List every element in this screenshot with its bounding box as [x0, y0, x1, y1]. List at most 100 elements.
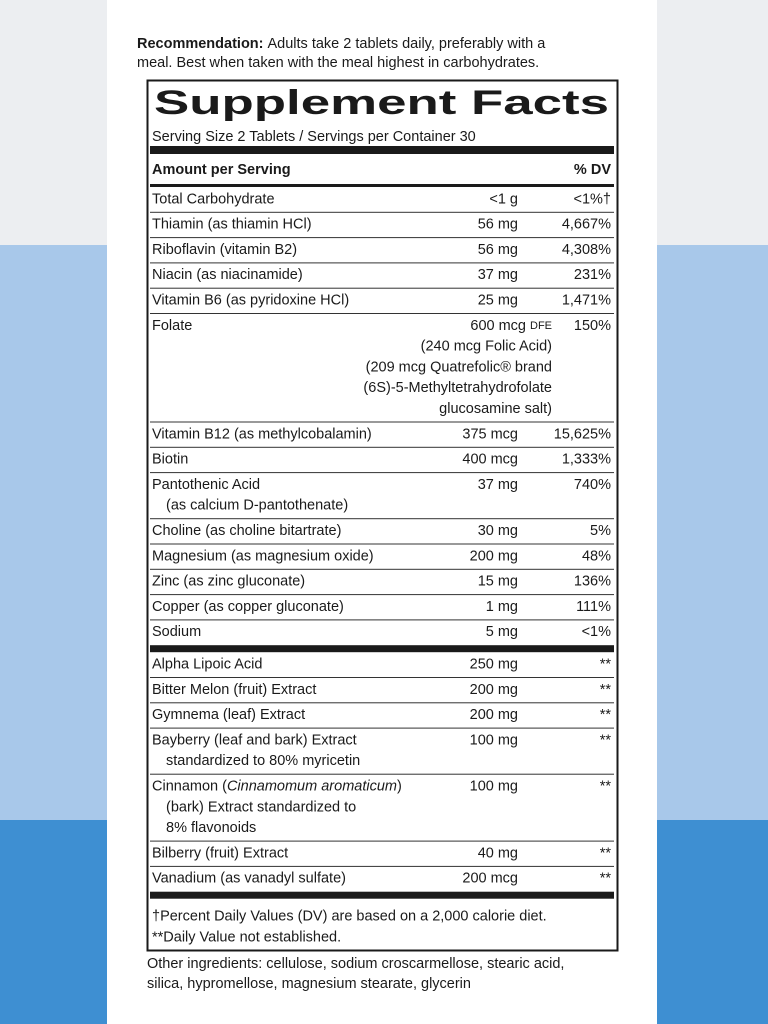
daily-value: 4,308%: [562, 242, 611, 258]
daily-value: 111%: [576, 599, 611, 615]
nutrient-name: (as calcium D-pantothenate): [166, 498, 348, 514]
text-segment: Cinnamomum aromaticum: [227, 779, 397, 795]
daily-value: **: [600, 845, 612, 861]
thick-rule: [150, 645, 614, 653]
daily-value: 740%: [574, 477, 611, 493]
amount: 200 mg: [470, 548, 518, 564]
row-rule: [150, 840, 614, 842]
row-rule: [150, 313, 614, 314]
daily-value: **: [600, 732, 612, 748]
daily-value: **: [600, 871, 612, 887]
row-rule: [150, 446, 614, 448]
rule: [150, 184, 614, 187]
daily-value: 4,667%: [562, 217, 611, 233]
nutrient-name: Bayberry (leaf and bark) Extract: [152, 732, 357, 748]
row-rule: [150, 702, 614, 704]
amount: 15 mg: [478, 574, 518, 590]
nutrient-name: Bilberry (fruit) Extract: [152, 845, 288, 861]
amount: 25 mg: [478, 293, 518, 309]
nutrient-name: (bark) Extract standardized to: [166, 799, 356, 815]
nutrient-name: Niacin (as niacinamide): [152, 267, 303, 283]
row-rule: [150, 865, 614, 867]
nutrient-name: Folate: [152, 318, 192, 334]
nutrient-name: Alpha Lipoic Acid: [152, 657, 262, 673]
daily-value: 1,333%: [562, 452, 611, 468]
recommendation: Recommendation: Adults take 2 tablets dai…: [137, 36, 546, 52]
daily-value: 48%: [582, 548, 611, 564]
nutrient-name: Total Carbohydrate: [152, 191, 275, 207]
row-rule: [150, 773, 614, 775]
text-segment: 600 mcg: [470, 318, 526, 334]
recommendation: meal. Best when taken with the meal high…: [137, 55, 539, 71]
thick-rule: [150, 891, 614, 899]
nutrient-name: Vitamin B12 (as methylcobalamin): [152, 426, 372, 442]
nutrient-name: standardized to 80% myricetin: [166, 753, 360, 769]
nutrient-name: Vitamin B6 (as pyridoxine HCl): [152, 293, 349, 309]
amount: 100 mg: [470, 732, 518, 748]
label-panel: [107, 0, 657, 1024]
amount: 30 mg: [478, 523, 518, 539]
nutrient-name: Biotin: [152, 452, 188, 468]
row-rule: [150, 677, 614, 678]
text-segment: ): [397, 779, 402, 795]
daily-value: 136%: [574, 574, 611, 590]
row-rule: [150, 518, 614, 520]
facts-title: Supplement Facts: [154, 84, 609, 122]
amount: (240 mcg Folic Acid): [421, 339, 552, 355]
row-rule: [150, 287, 614, 289]
nutrient-name: Gymnema (leaf) Extract: [152, 707, 305, 723]
daily-value: 1,471%: [562, 293, 611, 309]
amount: 1 mg: [486, 599, 518, 615]
amount: 100 mg: [470, 779, 518, 795]
daily-value: **: [600, 682, 612, 698]
amount: 5 mg: [486, 624, 518, 640]
row-rule: [150, 262, 614, 264]
amount: 40 mg: [478, 845, 518, 861]
nutrient-name: Zinc (as zinc gluconate): [152, 574, 305, 590]
amount: 200 mg: [470, 707, 518, 723]
nutrient-name: Thiamin (as thiamin HCl): [152, 217, 312, 233]
daily-value: 150%: [574, 318, 611, 334]
daily-value: 15,625%: [554, 426, 611, 442]
amount: 56 mg: [478, 242, 518, 258]
row-rule: [150, 594, 614, 596]
amount: 37 mg: [478, 267, 518, 283]
nutrient-name: Copper (as copper gluconate): [152, 599, 344, 615]
amount: 600 mcg DFE: [470, 318, 552, 334]
row-rule: [150, 568, 614, 570]
amount: 375 mcg: [462, 426, 518, 442]
footnote: †Percent Daily Values (DV) are based on …: [152, 909, 547, 925]
nutrient-name: 8% flavonoids: [166, 820, 256, 836]
footnote: **Daily Value not established.: [152, 930, 341, 946]
row-rule: [150, 472, 614, 474]
row-rule: [150, 237, 614, 239]
amount: 56 mg: [478, 217, 518, 233]
row-rule: [150, 619, 614, 621]
amount: glucosamine salt): [439, 401, 552, 417]
nutrient-name: Pantothenic Acid: [152, 477, 260, 493]
amount: 200 mg: [470, 682, 518, 698]
nutrient-name: Choline (as choline bitartrate): [152, 523, 341, 539]
amount: 250 mg: [470, 657, 518, 673]
thick-rule: [150, 146, 614, 154]
amount: (209 mcg Quatrefolic® brand: [366, 359, 552, 375]
row-rule: [150, 727, 614, 729]
nutrient-name: Riboflavin (vitamin B2): [152, 242, 297, 258]
daily-value: <1%†: [574, 191, 612, 207]
amount: (6S)-5-Methyltetrahydrofolate: [363, 380, 552, 396]
row-rule: [150, 421, 614, 423]
row-rule: [150, 211, 614, 213]
text-segment: Cinnamon (: [152, 779, 227, 795]
daily-value: 231%: [574, 267, 611, 283]
daily-value: **: [600, 779, 612, 795]
row-rule: [150, 543, 614, 545]
facts-box: [146, 79, 619, 952]
nutrient-name: Bitter Melon (fruit) Extract: [152, 682, 316, 698]
other-ingredients: Other ingredients: cellulose, sodium cro…: [147, 956, 564, 972]
amount: 200 mcg: [462, 871, 518, 887]
other-ingredients: silica, hypromellose, magnesium stearate…: [147, 976, 471, 992]
amount: 37 mg: [478, 477, 518, 493]
serving-size: Serving Size 2 Tablets / Servings per Co…: [152, 129, 476, 145]
daily-value: <1%: [582, 624, 612, 640]
